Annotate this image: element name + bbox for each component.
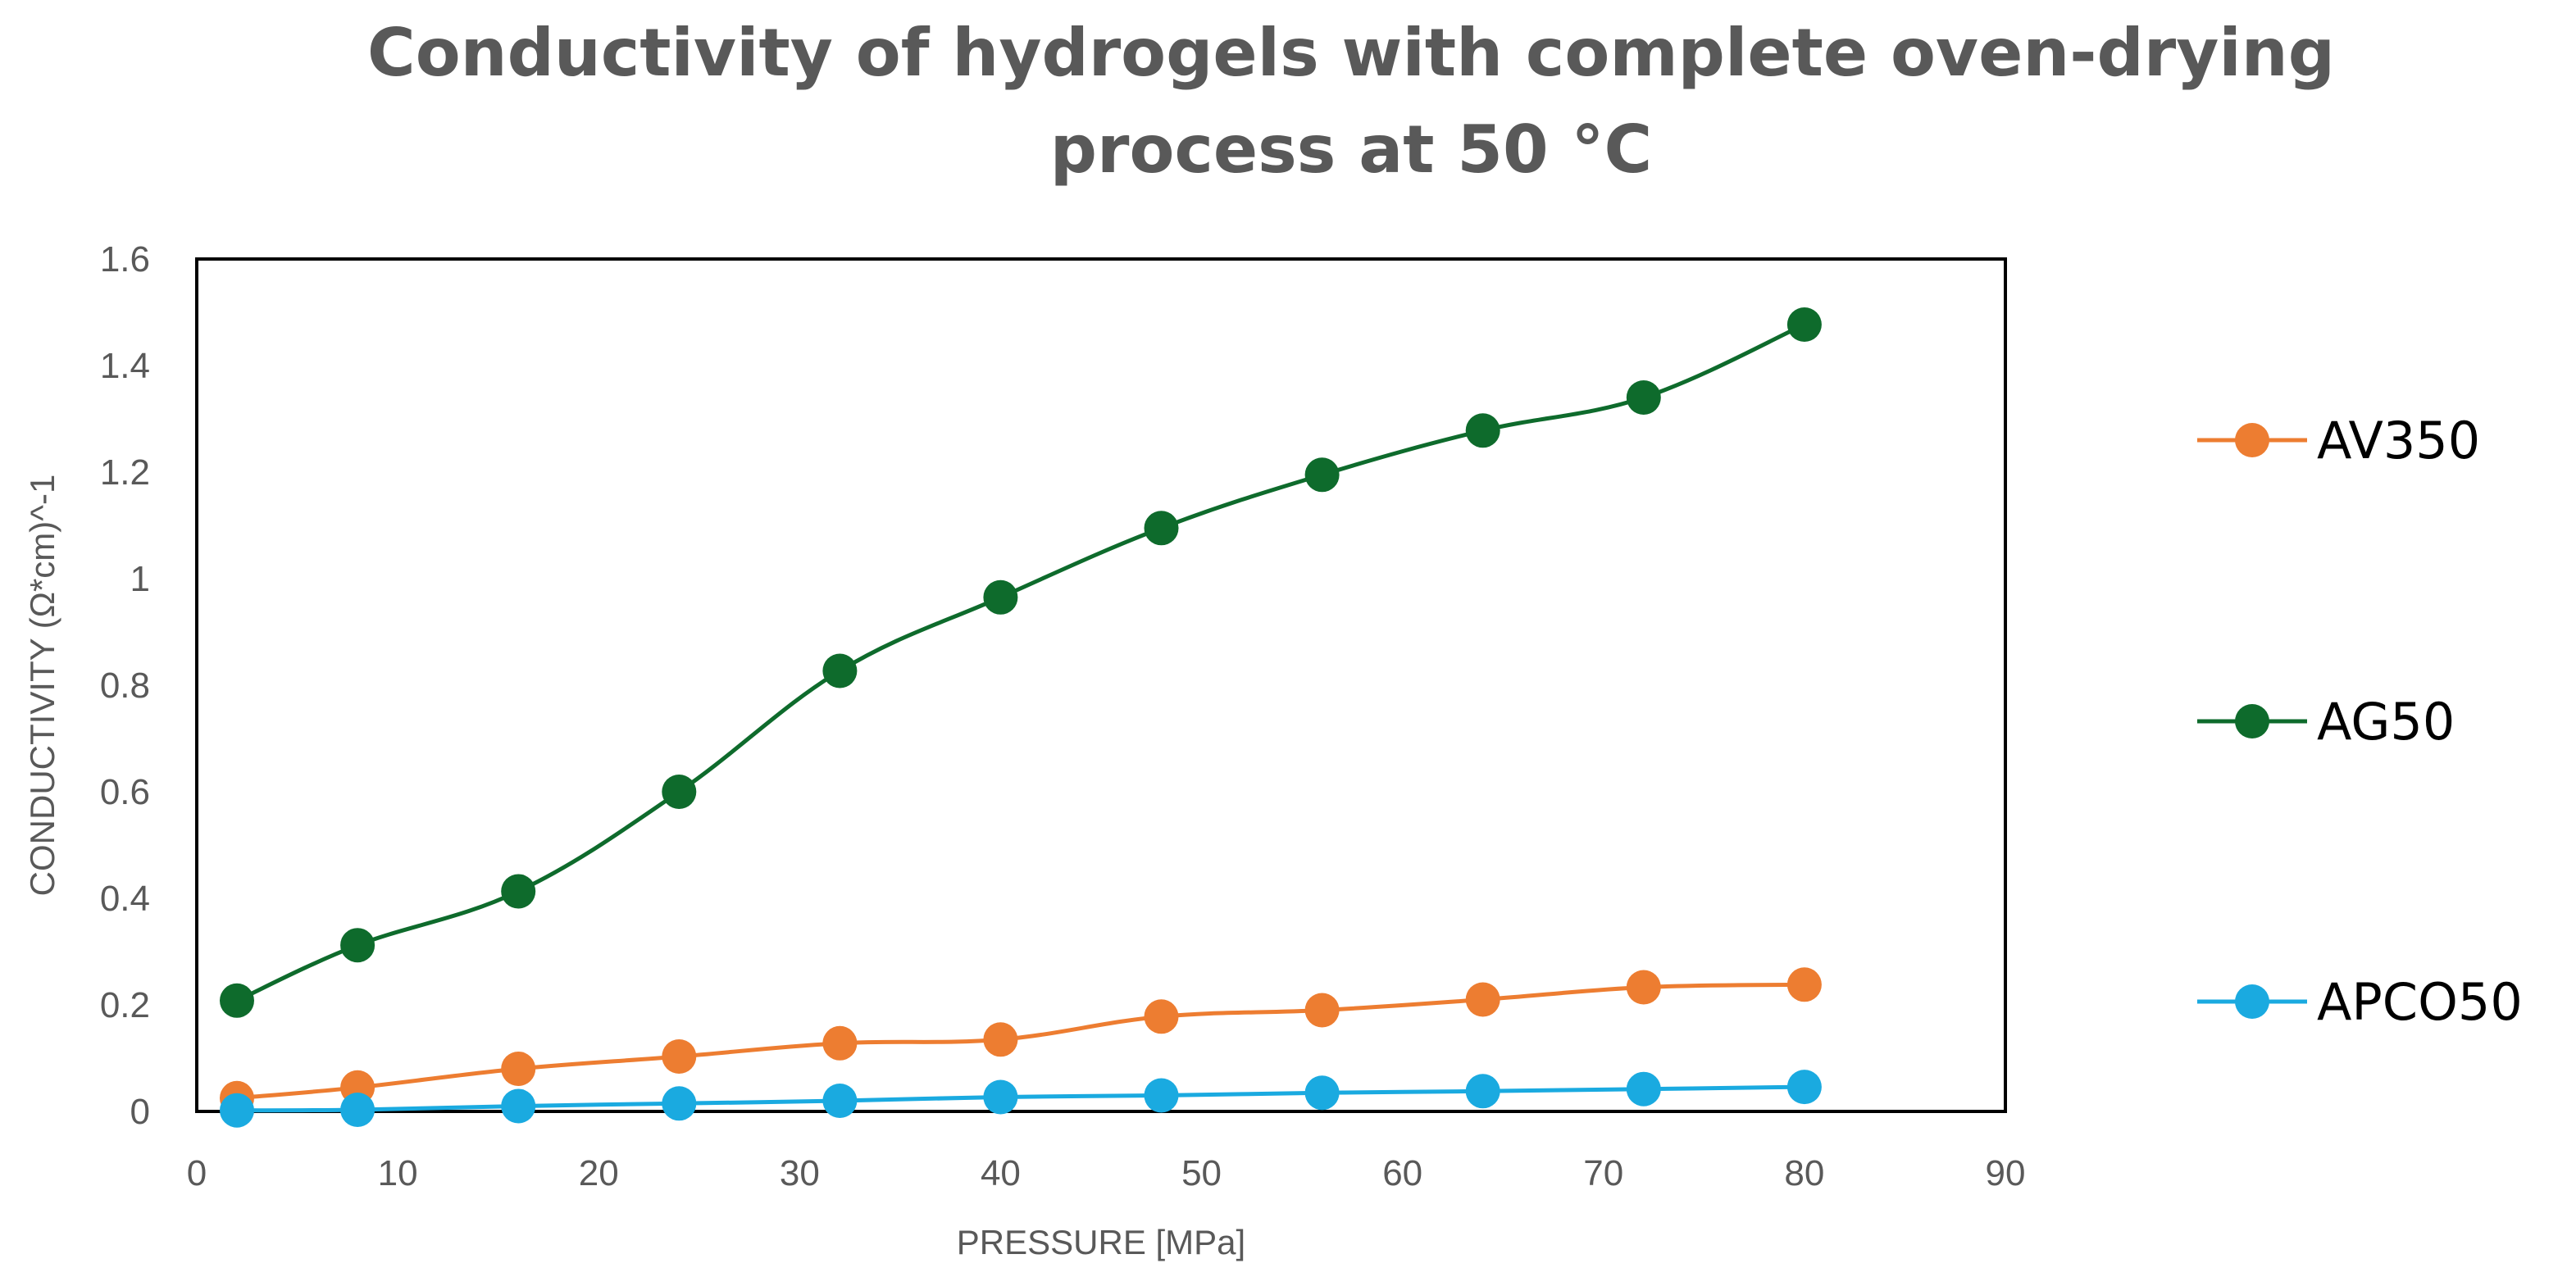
data-point-av350 <box>983 1022 1018 1057</box>
x-tick-label: 20 <box>579 1153 619 1193</box>
data-point-ag50 <box>1786 307 1822 342</box>
data-point-ag50 <box>1626 380 1661 415</box>
y-tick-label: 1 <box>130 559 150 599</box>
x-tick-label: 40 <box>981 1153 1021 1193</box>
data-point-apco50 <box>1304 1075 1340 1111</box>
data-point-av350 <box>1304 993 1340 1028</box>
data-point-ag50 <box>983 579 1018 615</box>
y-axis-label: CONDUCTIVITY (Ω*cm)^-1 <box>23 475 61 897</box>
data-point-ag50 <box>501 874 536 909</box>
legend-item-av350: AV350 <box>2197 411 2480 470</box>
x-tick-label: 10 <box>378 1153 418 1193</box>
x-axis-label: PRESSURE [MPa] <box>957 1223 1245 1261</box>
data-point-av350 <box>1465 982 1500 1017</box>
x-tick-label: 80 <box>1784 1153 1824 1193</box>
x-axis-ticks: 0 10 20 30 40 50 60 70 80 90 <box>187 1153 2026 1193</box>
y-tick-label: 1.4 <box>100 346 150 386</box>
data-point-apco50 <box>501 1088 536 1124</box>
data-point-apco50 <box>822 1084 858 1118</box>
series-layer <box>220 307 1822 1128</box>
data-point-apco50 <box>220 1093 254 1128</box>
legend-item-ag50: AG50 <box>2197 692 2455 752</box>
x-tick-label: 30 <box>780 1153 820 1193</box>
series-ag50 <box>220 307 1822 1018</box>
legend-marker-av350 <box>2235 423 2269 457</box>
data-point-ag50 <box>340 928 375 963</box>
data-point-ag50 <box>220 983 254 1018</box>
legend-label-av350: AV350 <box>2317 411 2480 470</box>
data-point-av350 <box>662 1039 697 1074</box>
legend-marker-ag50 <box>2235 704 2269 738</box>
legend-marker-apco50 <box>2235 984 2269 1019</box>
legend-item-apco50: APCO50 <box>2197 972 2523 1032</box>
data-point-ag50 <box>662 775 697 809</box>
y-tick-label: 0.4 <box>100 879 150 919</box>
y-tick-label: 0.8 <box>100 666 150 706</box>
x-tick-label: 90 <box>1986 1153 2026 1193</box>
data-point-ag50 <box>822 653 858 688</box>
y-tick-label: 0.2 <box>100 985 150 1025</box>
y-tick-label: 0.6 <box>100 772 150 812</box>
series-apco50 <box>220 1070 1822 1128</box>
chart-title-line-2: process at 50 °C <box>1050 111 1652 188</box>
plot-area-border <box>195 257 2007 1113</box>
x-tick-label: 70 <box>1583 1153 1623 1193</box>
data-point-apco50 <box>1465 1074 1500 1109</box>
x-tick-label: 50 <box>1181 1153 1222 1193</box>
data-point-apco50 <box>1626 1071 1661 1107</box>
data-point-ag50 <box>1304 457 1340 493</box>
data-point-apco50 <box>662 1086 697 1121</box>
data-point-apco50 <box>340 1093 375 1127</box>
data-point-apco50 <box>1144 1078 1179 1113</box>
data-point-ag50 <box>1465 413 1500 448</box>
y-tick-label: 0 <box>130 1092 150 1132</box>
y-axis-ticks: 0 0.2 0.4 0.6 0.8 1 1.2 1.4 1.6 <box>100 239 150 1132</box>
x-tick-label: 0 <box>187 1153 207 1193</box>
data-point-av350 <box>501 1052 536 1086</box>
data-point-av350 <box>1626 970 1661 1005</box>
legend: AV350 AG50 APCO50 <box>2197 411 2523 1032</box>
chart-title-line-1: Conductivity of hydrogels with complete … <box>367 15 2335 91</box>
data-point-apco50 <box>1786 1070 1822 1105</box>
data-point-av350 <box>1144 999 1179 1034</box>
data-point-av350 <box>1786 967 1822 1002</box>
data-point-ag50 <box>1144 511 1179 546</box>
legend-label-apco50: APCO50 <box>2317 972 2523 1032</box>
data-point-apco50 <box>983 1079 1018 1115</box>
data-point-av350 <box>822 1025 858 1061</box>
y-tick-label: 1.2 <box>100 452 150 493</box>
legend-label-ag50: AG50 <box>2317 692 2455 752</box>
y-tick-label: 1.6 <box>100 239 150 279</box>
x-tick-label: 60 <box>1382 1153 1422 1193</box>
